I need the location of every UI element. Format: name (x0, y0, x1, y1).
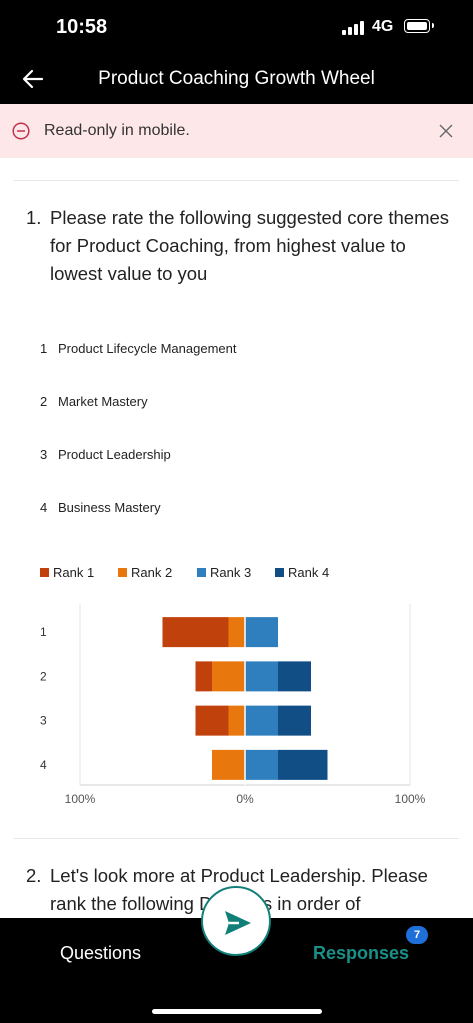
x-tick-label: 0% (236, 792, 254, 806)
legend-swatch (197, 568, 206, 577)
network-label: 4G (372, 18, 394, 35)
bar-rank-2-cat-4 (212, 749, 245, 780)
ranked-item-index: 4 (40, 500, 48, 515)
category-label: 4 (40, 758, 47, 772)
status-time: 10:58 (56, 16, 108, 38)
bar-rank-4-cat-2 (278, 661, 311, 692)
close-icon[interactable] (438, 123, 454, 139)
ranked-item-label: Product Lifecycle Management (58, 341, 237, 356)
x-tick-label: 100% (395, 792, 426, 806)
bar-rank-4-cat-3 (278, 705, 311, 736)
x-tick-label: 100% (65, 792, 96, 806)
legend-swatch (275, 568, 284, 577)
ranked-item: 4 Business Mastery (40, 500, 161, 515)
battery-icon (404, 19, 434, 33)
category-label: 3 (40, 714, 47, 728)
question-number: 1. (26, 207, 42, 228)
readonly-banner: Read-only in mobile. (0, 104, 473, 158)
tab-questions[interactable]: Questions (60, 943, 142, 963)
legend-label: Rank 1 (53, 565, 95, 580)
nav-bar: Product Coaching Growth Wheel (0, 56, 473, 104)
bar-rank-1-cat-1 (162, 617, 229, 648)
question-number: 2. (26, 865, 42, 886)
bar-rank-4-cat-4 (278, 749, 328, 780)
ranked-item-index: 1 (40, 341, 48, 356)
tab-responses[interactable]: Responses (313, 943, 410, 963)
send-icon (225, 911, 251, 935)
ranked-item: 1 Product Lifecycle Management (40, 341, 236, 356)
legend-label: Rank 4 (288, 565, 330, 580)
legend-item: Rank 4 (275, 565, 329, 580)
signal-icon (342, 21, 364, 35)
status-bar: 10:58 4G (0, 0, 473, 56)
ranked-item-index: 3 (40, 447, 48, 462)
ranked-item-label: Business Mastery (58, 500, 161, 515)
minus-circle-icon (12, 122, 30, 140)
legend-swatch (40, 568, 49, 577)
category-label: 2 (40, 669, 47, 683)
bar-rank-1-cat-3 (195, 705, 229, 736)
bar-rank-3-cat-3 (245, 705, 278, 736)
legend-label: Rank 3 (210, 565, 252, 580)
banner-text: Read-only in mobile. (44, 122, 190, 139)
ranked-item: 2 Market Mastery (40, 394, 148, 409)
divider (14, 180, 459, 181)
rank-chart: 1 2 3 4 100% 0% 100% (40, 604, 426, 806)
bar-rank-3-cat-4 (245, 749, 278, 780)
legend-swatch (118, 568, 127, 577)
bar-rank-3-cat-2 (245, 661, 278, 692)
legend-item: Rank 2 (118, 565, 172, 580)
ranked-item-label: Market Mastery (58, 394, 148, 409)
responses-badge: 7 (406, 926, 428, 944)
divider (14, 838, 459, 839)
question-text: Please rate the following suggested core… (50, 207, 450, 284)
ranked-item-label: Product Leadership (58, 447, 171, 462)
legend-item: Rank 1 (40, 565, 94, 580)
legend-label: Rank 2 (131, 565, 173, 580)
bottom-bar: Questions Responses 7 (0, 886, 473, 1023)
home-indicator (152, 1009, 322, 1014)
ranked-item: 3 Product Leadership (40, 447, 171, 462)
legend-item: Rank 3 (197, 565, 251, 580)
category-label: 1 (40, 625, 47, 639)
ranked-item-index: 2 (40, 394, 48, 409)
bar-rank-1-cat-2 (195, 661, 212, 692)
bar-rank-2-cat-3 (228, 705, 245, 736)
send-button[interactable] (201, 886, 271, 956)
bar-rank-2-cat-1 (228, 617, 245, 648)
bar-rank-3-cat-1 (245, 617, 278, 648)
page-title: Product Coaching Growth Wheel (98, 68, 375, 89)
arrow-left-icon[interactable] (20, 66, 46, 92)
bar-rank-2-cat-2 (212, 661, 245, 692)
